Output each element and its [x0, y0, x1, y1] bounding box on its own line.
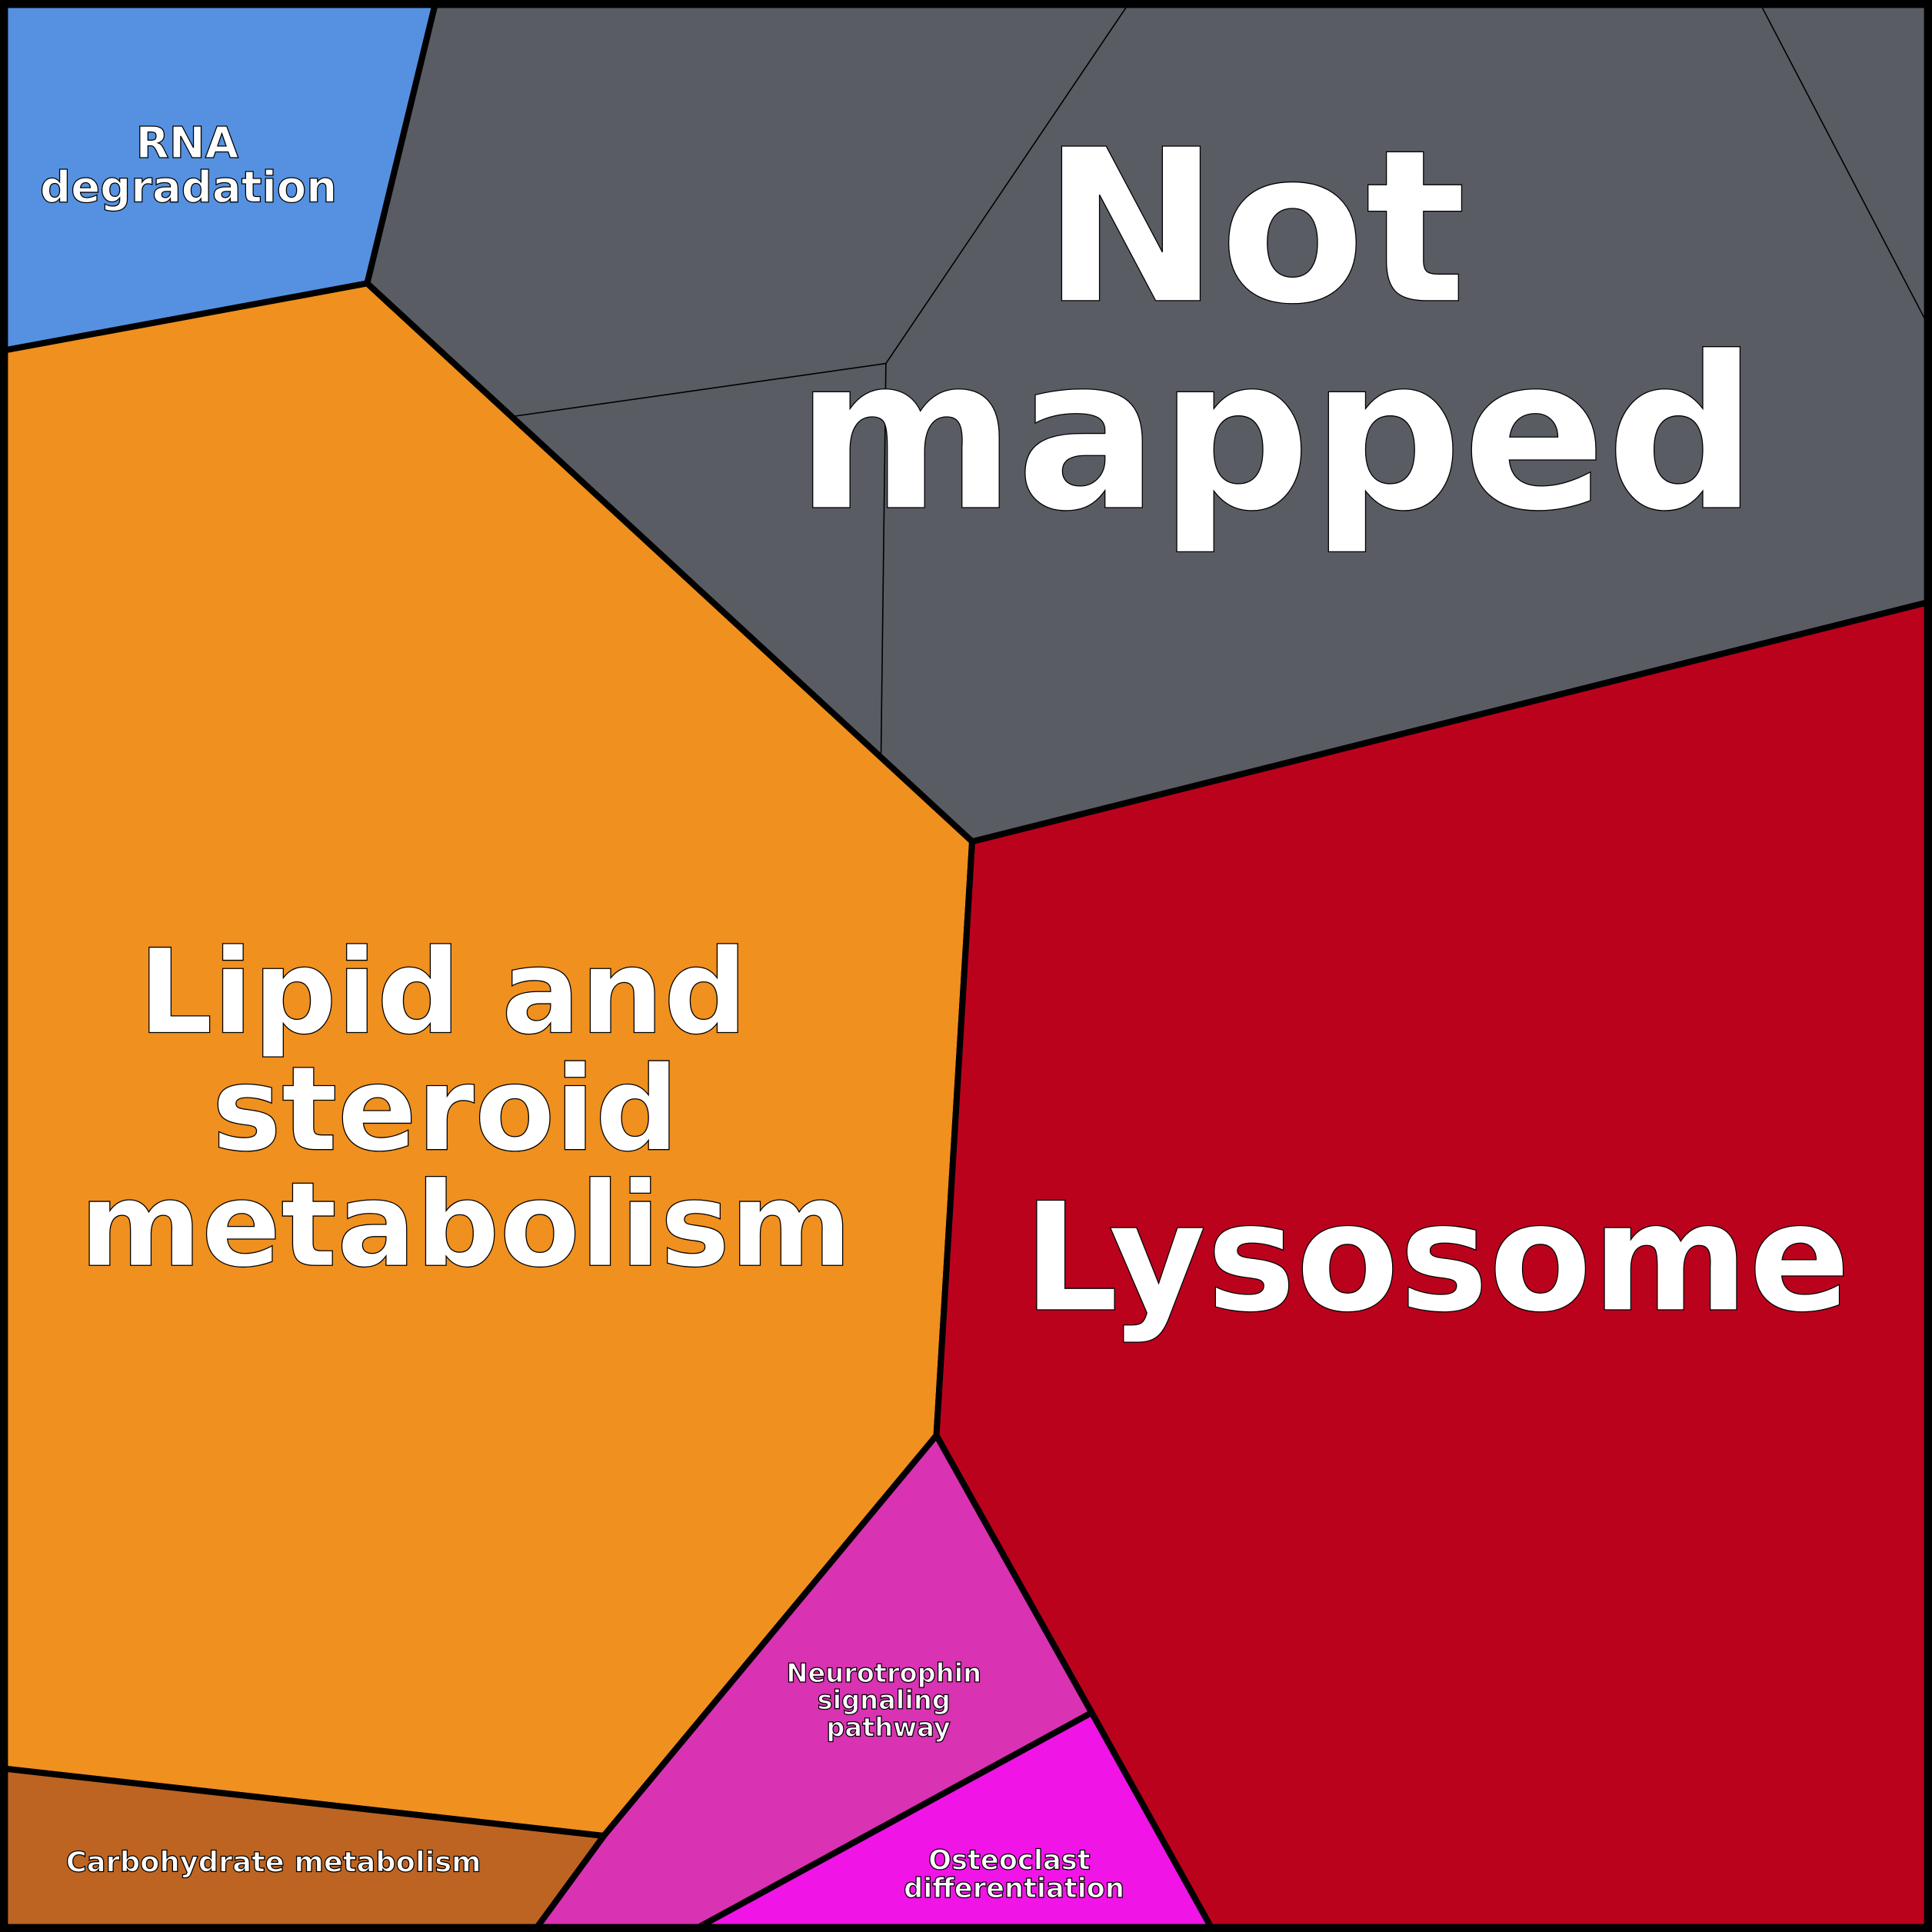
label-osteoclast-differentiation: Osteoclast differentiation	[904, 1844, 1124, 1904]
cell-carbohydrate-metabolism[interactable]	[0, 1764, 610, 1932]
label-lipid-steroid-metabolism: Lipid and steroid metabolism	[79, 924, 851, 1294]
label-not-mapped: Not mapped	[795, 104, 1758, 558]
label-carbohydrate-metabolism: Carbohydrate metabolism	[66, 1846, 481, 1879]
cell-neurotrophin-signaling[interactable]	[529, 1430, 1096, 1932]
label-lysosome: Lysosome	[1023, 1171, 1850, 1346]
label-rna-degradation: RNA degradation	[40, 118, 337, 213]
not-mapped-subdivision	[1757, 0, 1932, 333]
label-neurotrophin-signaling: Neurotrophin signaling pathway	[786, 1658, 991, 1742]
not-mapped-subdivision	[880, 363, 887, 758]
cell-osteoclast-differentiation[interactable]	[688, 1708, 1217, 1932]
